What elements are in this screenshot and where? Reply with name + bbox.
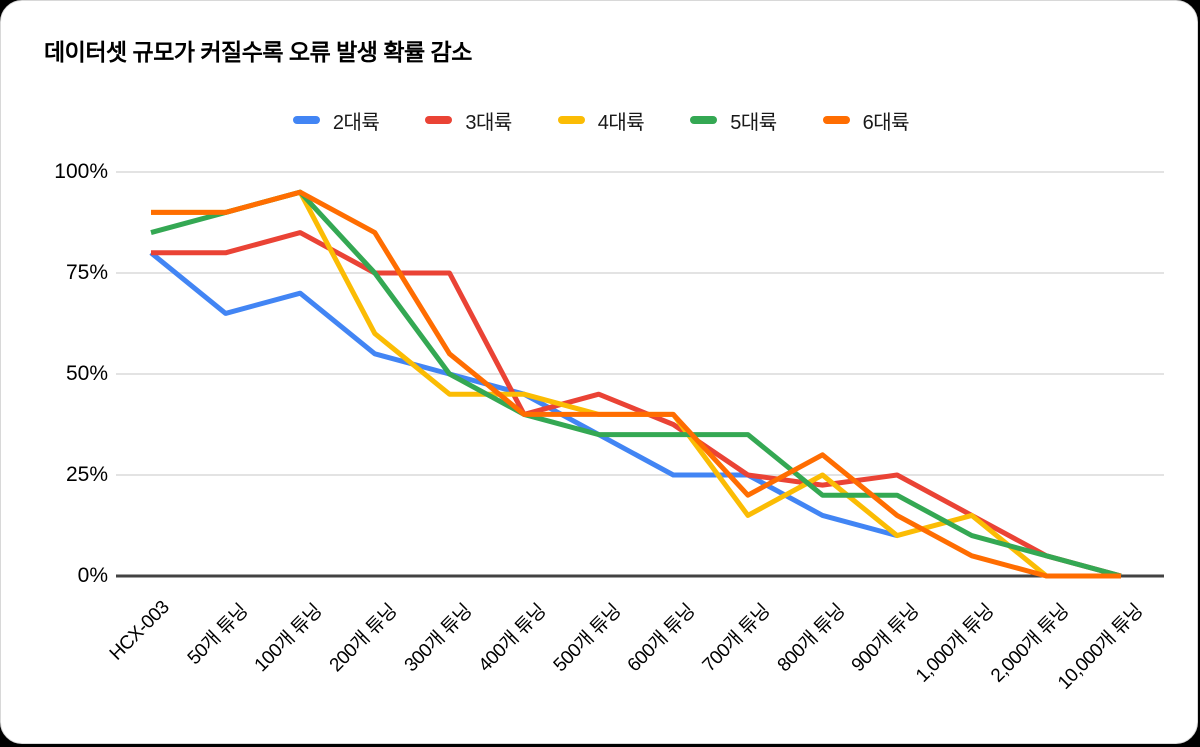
chart-title: 데이터셋 규모가 커질수록 오류 발생 확률 감소 xyxy=(44,39,472,65)
legend-label: 5대륙 xyxy=(730,111,777,134)
series-line-6대륙 xyxy=(151,189,1121,579)
legend-item-2대륙[interactable]: 2대륙 xyxy=(292,106,380,135)
legend-item-4대륙[interactable]: 4대륙 xyxy=(557,106,645,135)
y-axis-label-25%: 25% xyxy=(65,463,108,486)
series-line-3대륙 xyxy=(151,230,1122,579)
legend-swatch xyxy=(292,116,320,124)
series-line-4대륙 xyxy=(151,189,1121,579)
legend-item-6대륙[interactable]: 6대륙 xyxy=(822,106,910,135)
legend-label: 3대륙 xyxy=(465,111,512,134)
legend-swatch xyxy=(822,116,850,124)
legend-swatch xyxy=(557,116,585,124)
y-axis-label-100%: 100% xyxy=(54,160,108,183)
y-axis-label-0%: 0% xyxy=(77,564,108,587)
legend-swatch xyxy=(690,116,718,124)
legend-item-5대륙[interactable]: 5대륙 xyxy=(690,106,777,135)
legend-label: 6대륙 xyxy=(862,111,910,134)
y-axis-label-75%: 75% xyxy=(65,261,108,284)
y-axis-label-50%: 50% xyxy=(65,362,108,385)
legend-label: 2대륙 xyxy=(332,111,380,134)
legend-swatch xyxy=(425,116,453,124)
legend-label: 4대륙 xyxy=(597,111,645,134)
legend: 2대륙 3대륙 4대륙 5대륙 6대륙 xyxy=(1,103,1200,137)
series-line-5대륙 xyxy=(150,189,1122,579)
legend-item-3대륙[interactable]: 3대륙 xyxy=(425,106,512,135)
